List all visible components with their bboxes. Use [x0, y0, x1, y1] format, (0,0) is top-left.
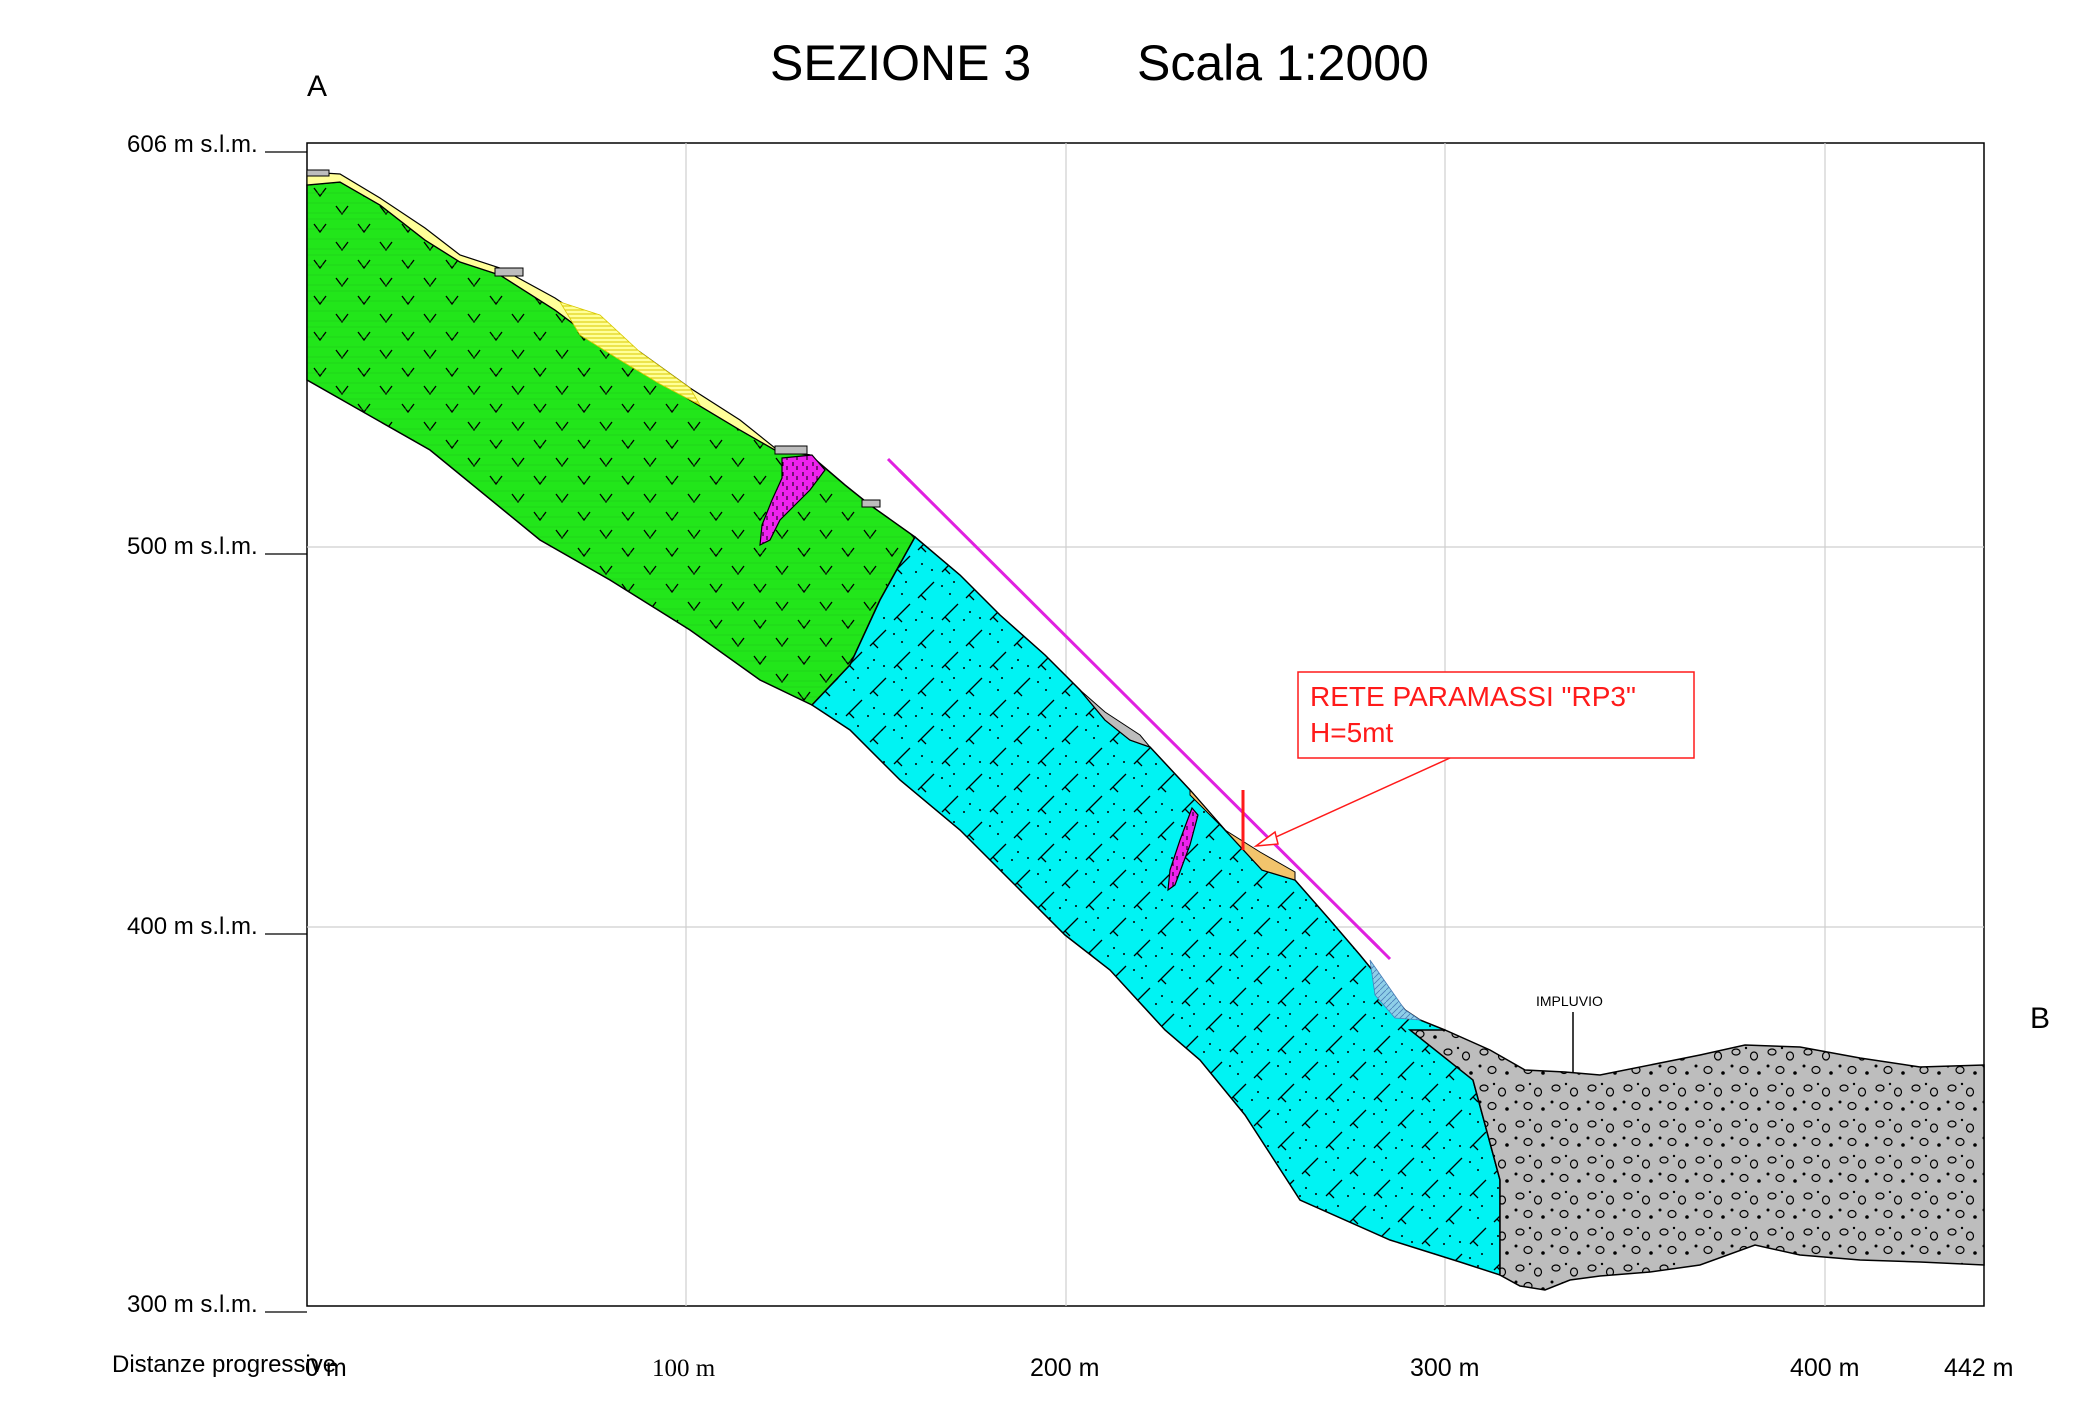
endpoint-a: A	[307, 70, 327, 103]
distance-axis: Distanze progressive 0 m 100 m 200 m 300…	[112, 1351, 2013, 1382]
section-scale: Scala 1:2000	[1137, 35, 1429, 91]
elevation-label-606: 606 m s.l.m.	[127, 131, 258, 158]
rockfall-net-extent	[886, 457, 1392, 961]
green-rock-unit	[306, 181, 916, 706]
magenta-dike-lower	[1167, 806, 1199, 892]
distance-label-300: 300 m	[1410, 1354, 1479, 1382]
cover-near-net	[1189, 788, 1296, 881]
surface-block	[861, 499, 881, 508]
elevation-label-500: 500 m s.l.m.	[127, 533, 258, 560]
blue-hatched-lens	[1369, 959, 1422, 1021]
section-title: SEZIONE 3	[770, 35, 1031, 91]
elevation-label-400: 400 m s.l.m.	[127, 913, 258, 940]
surface-block	[494, 267, 524, 277]
grey-cover-patch	[1079, 689, 1152, 749]
distance-label-100: 100 m	[652, 1355, 716, 1382]
elevation-axis: 606 m s.l.m. 500 m s.l.m. 400 m s.l.m. 3…	[127, 131, 307, 1318]
cyan-rock-unit	[810, 535, 1501, 1277]
impluvio-label: IMPLUVIO	[1536, 993, 1603, 1009]
distance-label-400: 400 m	[1790, 1354, 1859, 1382]
impluvio-annotation: IMPLUVIO	[1536, 993, 1603, 1072]
distance-label-0: 0 m	[305, 1354, 347, 1382]
gravel-deposit-unit	[1407, 1029, 1985, 1291]
callout-line1: RETE PARAMASSI "RP3"	[1310, 681, 1636, 712]
distance-label-200: 200 m	[1030, 1354, 1099, 1382]
elevation-label-300: 300 m s.l.m.	[127, 1291, 258, 1318]
surface-block	[774, 445, 808, 455]
callout-line2: H=5mt	[1310, 717, 1393, 748]
hatched-cover-lens	[559, 301, 702, 407]
net-marker	[1241, 757, 1451, 850]
surface-block	[306, 169, 330, 177]
magenta-dike-upper	[759, 454, 826, 547]
net-callout: RETE PARAMASSI "RP3" H=5mt	[1297, 671, 1695, 759]
distance-label-442: 442 m	[1944, 1354, 2013, 1382]
distance-caption: Distanze progressive	[112, 1351, 336, 1378]
endpoint-b: B	[2030, 1002, 2050, 1035]
